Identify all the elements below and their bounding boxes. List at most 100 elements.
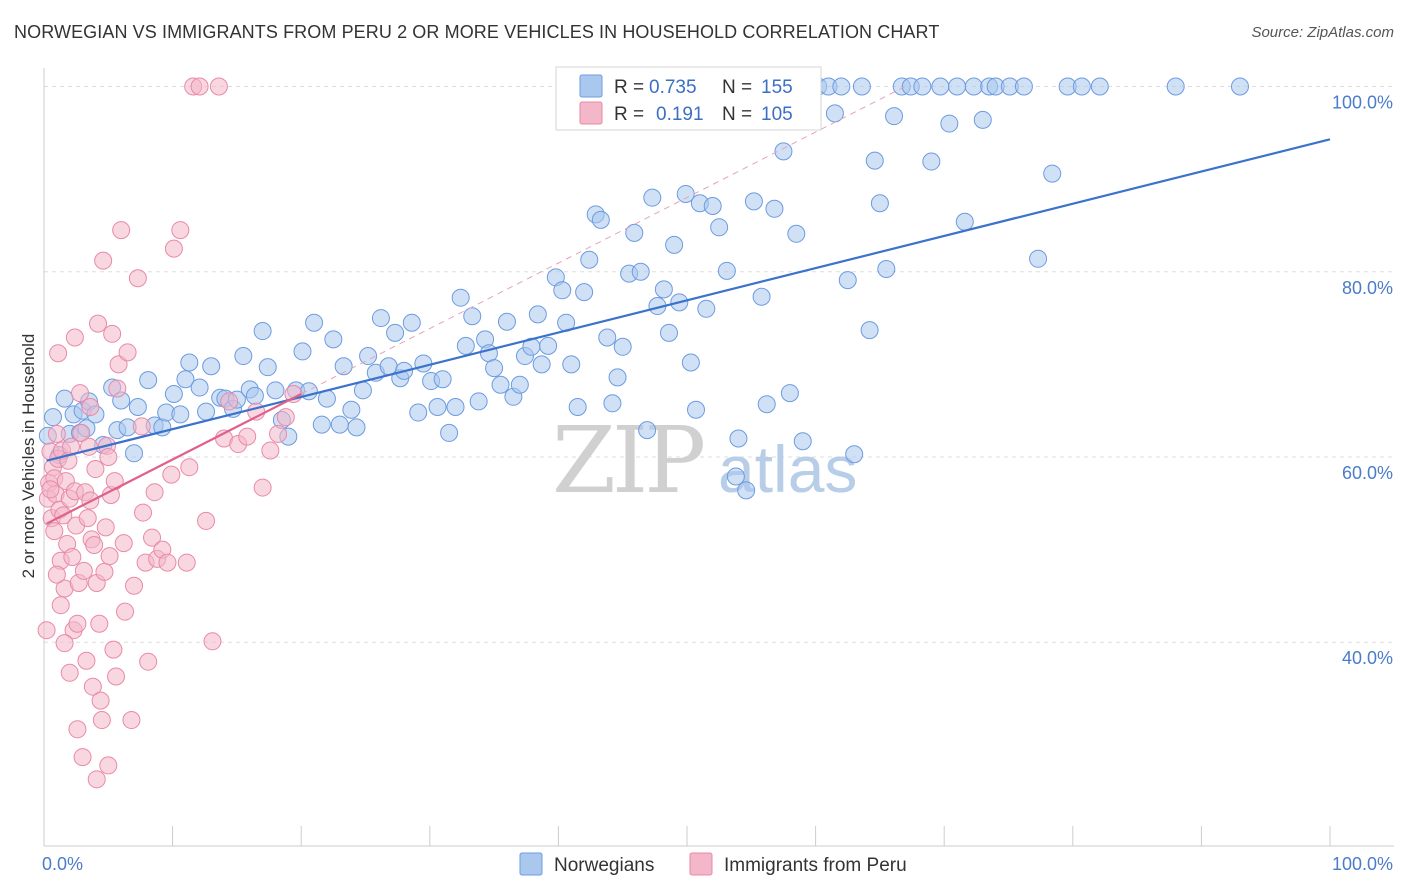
norwegians-point: [334, 357, 353, 376]
norwegians-point: [190, 378, 209, 397]
y-tick-label: 100.0%: [1332, 93, 1393, 113]
peru-point: [37, 621, 56, 640]
norwegians-point: [353, 381, 372, 400]
peru-point: [95, 562, 114, 581]
peru-point: [63, 548, 82, 567]
norwegians-point: [1090, 77, 1109, 96]
peru-point: [87, 770, 106, 789]
norwegians-point: [665, 235, 684, 254]
norwegians-point: [553, 281, 572, 300]
norwegians-point: [726, 467, 745, 486]
norwegians-point: [877, 259, 896, 278]
norwegians-point: [703, 197, 722, 216]
norwegians-point: [659, 323, 678, 342]
norwegians-point: [371, 309, 390, 328]
chart-title: NORWEGIAN VS IMMIGRANTS FROM PERU 2 OR M…: [14, 22, 940, 42]
norwegians-point: [456, 336, 475, 355]
peru-point: [253, 478, 272, 497]
bottom-legend-swatch-norwegians: [519, 852, 543, 876]
norwegians-point: [744, 192, 763, 211]
peru-point: [108, 379, 127, 398]
norwegians-point: [234, 347, 253, 366]
norwegians-point: [852, 77, 871, 96]
y-tick-label: 40.0%: [1342, 648, 1393, 668]
axis-layer: 40.0% 60.0% 80.0% 100.0% 0.0% 100.0%: [42, 68, 1394, 874]
peru-point: [68, 614, 87, 633]
legend-r-label-1: R =: [614, 77, 644, 98]
norwegians-point: [245, 386, 264, 405]
norwegians-point: [532, 355, 551, 374]
norwegians-point: [305, 313, 324, 332]
peru-point: [90, 614, 109, 633]
peru-point: [94, 251, 113, 270]
legend-n-value-2: 105: [761, 104, 793, 125]
watermark-zip: ZIP: [552, 407, 703, 514]
norwegians-point: [409, 403, 428, 422]
bottom-legend-label-peru: Immigrants from Peru: [724, 855, 907, 876]
norwegians-point: [324, 330, 343, 349]
peru-point: [145, 483, 164, 502]
norwegians-point: [832, 77, 851, 96]
norwegians-point: [1014, 77, 1033, 96]
norwegians-point: [598, 328, 617, 347]
peru-point: [45, 522, 64, 541]
x-tick-label: 100.0%: [1332, 854, 1393, 874]
norwegians-point: [386, 323, 405, 342]
norwegians-point: [838, 271, 857, 290]
peru-point: [74, 561, 93, 580]
peru-point: [47, 565, 66, 584]
norwegians-point: [608, 368, 627, 387]
peru-point: [209, 77, 228, 96]
peru-point: [60, 663, 79, 682]
peru-point: [78, 509, 97, 528]
norwegians-point: [737, 481, 756, 500]
norwegians-point: [638, 421, 657, 440]
norwegians-point: [870, 194, 889, 213]
norwegians-point: [44, 408, 63, 427]
peru-point: [190, 77, 209, 96]
norwegians-point: [631, 262, 650, 281]
peru-point: [51, 596, 70, 615]
norwegians-point: [710, 218, 729, 237]
peru-point: [49, 344, 68, 363]
norwegians-point: [330, 415, 349, 434]
peru-point: [116, 602, 135, 621]
norwegians-point: [973, 110, 992, 129]
norwegians-point: [845, 445, 864, 464]
norwegians-point: [55, 389, 74, 408]
peru-point: [276, 408, 295, 427]
peru-point: [197, 511, 216, 530]
norwegians-point: [1230, 77, 1249, 96]
norwegians-point: [125, 444, 144, 463]
norwegians-point: [164, 385, 183, 404]
peru-point: [132, 417, 151, 436]
peru-point: [85, 535, 104, 554]
norwegians-point: [433, 370, 452, 389]
norwegians-point: [931, 77, 950, 96]
norwegians-point: [451, 288, 470, 307]
norwegians-point: [491, 375, 510, 394]
peru-point: [220, 392, 239, 411]
peru-point: [171, 221, 190, 240]
norwegians-point: [787, 224, 806, 243]
legend-r-value-2: 0.191: [656, 104, 704, 125]
peru-point: [128, 269, 147, 288]
norwegians-point: [497, 312, 516, 331]
peru-point: [65, 328, 84, 347]
norwegians-point: [865, 151, 884, 170]
norwegians-point: [440, 423, 459, 442]
norwegians-point: [948, 77, 967, 96]
norwegians-point: [253, 322, 272, 341]
peru-point: [107, 667, 126, 686]
norwegians-point: [428, 397, 447, 416]
norwegians-point: [568, 397, 587, 416]
norwegians-point: [765, 199, 784, 218]
norwegians-point: [293, 342, 312, 361]
legend-r-label-2: R =: [614, 104, 644, 125]
peru-point: [134, 503, 153, 522]
norwegians-point: [312, 415, 331, 434]
peru-point: [83, 677, 102, 696]
norwegians-point: [885, 107, 904, 126]
norwegians-point: [180, 353, 199, 372]
peru-point: [81, 397, 100, 416]
